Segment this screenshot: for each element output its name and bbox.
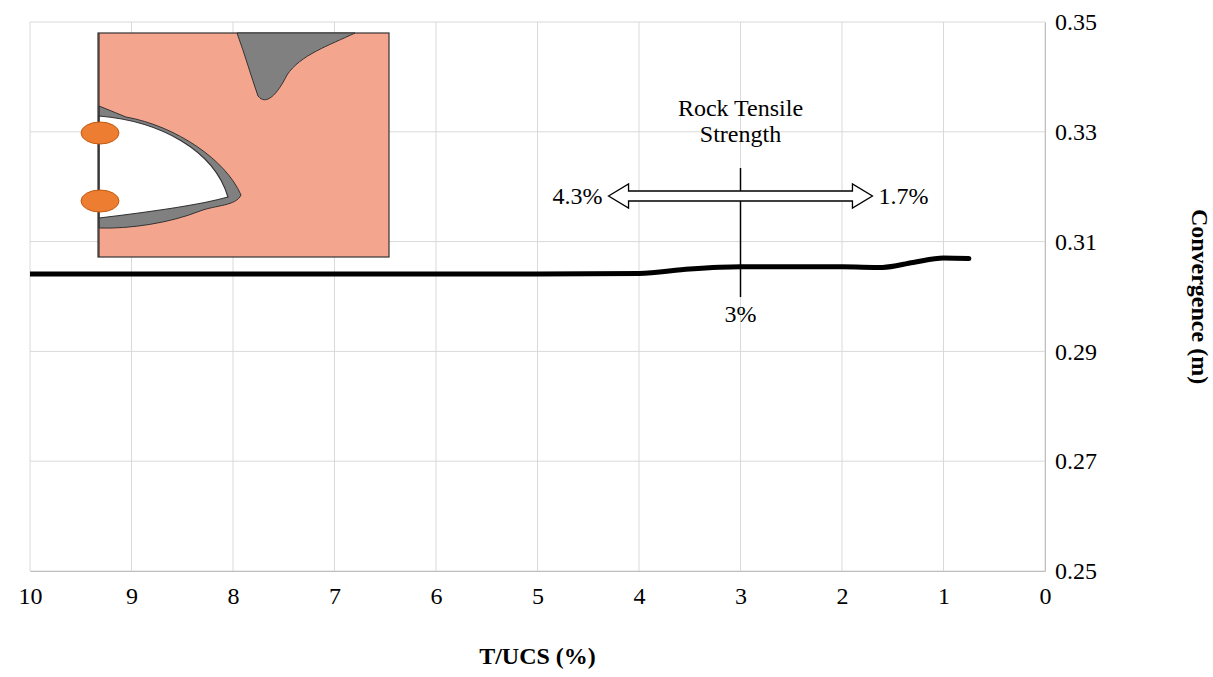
y-tick-label: 0.27 xyxy=(1055,448,1097,474)
x-tick-label: 2 xyxy=(837,583,849,609)
annotation-to-label: 1.7% xyxy=(878,183,928,209)
grid-line-y xyxy=(30,461,1045,462)
plot-background xyxy=(30,22,1045,571)
annotation-title-line: Strength xyxy=(700,121,781,147)
annotation-range-arrow xyxy=(609,184,873,208)
x-tick-label: 9 xyxy=(126,583,138,609)
plot-area xyxy=(30,258,969,274)
y-tick: 0.31 xyxy=(1045,229,1097,255)
annotation-at-label: 3% xyxy=(725,301,757,327)
y-tick-label: 0.31 xyxy=(1055,229,1097,255)
inset-damage-opening xyxy=(99,106,241,228)
y-tick: 0.35 xyxy=(1045,9,1097,35)
x-tick-label: 8 xyxy=(228,583,240,609)
inset-damage-top xyxy=(237,33,355,100)
grid-line-x xyxy=(537,22,538,571)
y-tick: 0.29 xyxy=(1045,339,1097,365)
y-tick-label: 0.33 xyxy=(1055,119,1097,145)
x-axis: 109876543210 xyxy=(19,571,1052,609)
x-tick: 2 xyxy=(837,571,849,609)
grid-line-x xyxy=(30,22,31,571)
grid-line-y xyxy=(30,571,1045,572)
x-tick-label: 0 xyxy=(1040,583,1052,609)
grid-line-x xyxy=(943,22,944,571)
x-tick-label: 4 xyxy=(634,583,646,609)
inset-support xyxy=(81,122,119,144)
y-axis: 0.25 0.27 0.29 0.31 0.33 0.35 xyxy=(1045,9,1097,584)
x-tick-label: 7 xyxy=(329,583,341,609)
grid-line-x xyxy=(842,22,843,571)
grid-line-x xyxy=(436,22,437,571)
grid xyxy=(30,22,1045,571)
x-tick-label: 1 xyxy=(938,583,950,609)
grid-line-x xyxy=(1045,22,1046,571)
x-tick-label: 10 xyxy=(19,583,43,609)
inset-support xyxy=(81,190,119,212)
x-tick-label: 3 xyxy=(735,583,747,609)
y-tick: 0.27 xyxy=(1045,448,1097,474)
inset-illustration xyxy=(81,33,389,257)
x-tick: 4 xyxy=(634,571,646,609)
x-axis-title: T/UCS (%) xyxy=(479,643,596,669)
chart: 1098765432100.250.270.290.310.330.35T/UC… xyxy=(0,0,1213,677)
x-tick: 6 xyxy=(431,571,443,609)
x-tick: 9 xyxy=(126,571,138,609)
annotation-title: Rock TensileStrength xyxy=(678,95,803,147)
annotation-title-line: Rock Tensile xyxy=(678,95,803,121)
grid-line-x xyxy=(639,22,640,571)
annotation-from-label: 4.3% xyxy=(553,183,603,209)
annotation: Rock TensileStrength 4.3% 1.7% 3% xyxy=(553,95,929,327)
y-axis-title: Convergence (m) xyxy=(1187,209,1213,384)
data-line xyxy=(30,258,969,274)
y-tick-label: 0.29 xyxy=(1055,339,1097,365)
y-tick: 0.33 xyxy=(1045,119,1097,145)
x-tick: 8 xyxy=(228,571,240,609)
x-tick: 1 xyxy=(938,571,950,609)
grid-line-y xyxy=(30,22,1045,23)
grid-line-y xyxy=(30,351,1045,352)
x-tick: 0 xyxy=(1040,571,1052,609)
y-tick: 0.25 xyxy=(1045,558,1097,584)
annotation-marker-line xyxy=(740,168,742,297)
x-tick: 7 xyxy=(329,571,341,609)
y-axis-line xyxy=(1045,23,1046,572)
x-tick: 5 xyxy=(532,571,544,609)
inset-rock xyxy=(98,33,389,257)
inset-wall xyxy=(98,33,99,257)
x-tick-label: 5 xyxy=(532,583,544,609)
x-tick: 10 xyxy=(19,571,43,609)
y-tick-label: 0.25 xyxy=(1055,558,1097,584)
x-tick: 3 xyxy=(735,571,747,609)
x-tick-label: 6 xyxy=(431,583,443,609)
y-tick-label: 0.35 xyxy=(1055,9,1097,35)
x-axis-line xyxy=(31,571,1046,572)
